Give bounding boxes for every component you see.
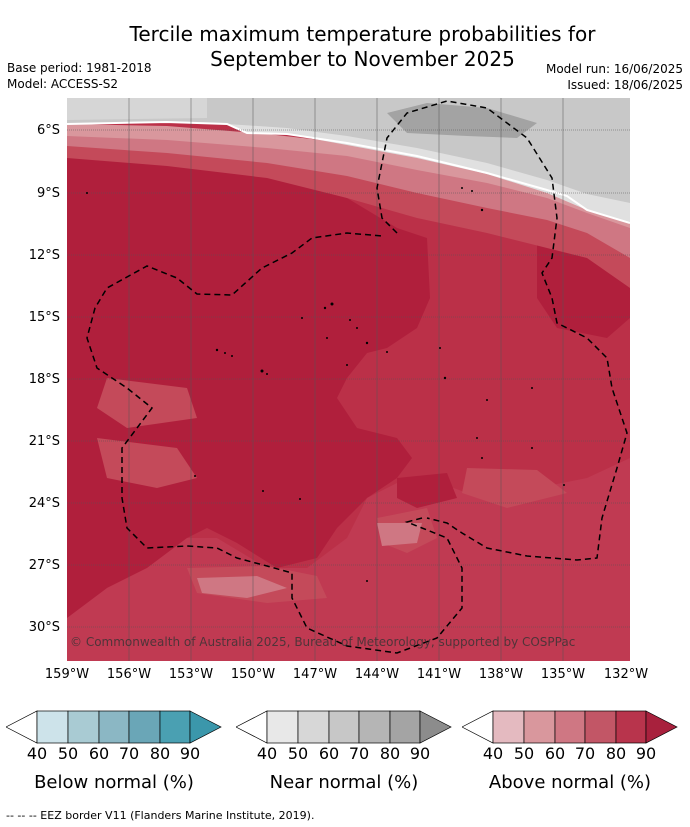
colorbar-above: 40 50 60 70 80 90 Above normal (%) (462, 710, 678, 793)
colorbar-below-ticks: 40 50 60 70 80 90 (6, 744, 222, 764)
map-copyright: © Commonwealth of Australia 2025, Bureau… (70, 635, 575, 649)
lon-label-132w: 132°W (603, 667, 649, 682)
lon-label-147w: 147°W (292, 667, 338, 682)
lat-label-15s: 15°S (28, 310, 60, 325)
tick-90: 90 (635, 744, 657, 763)
tick-70: 70 (348, 744, 370, 763)
eez-borders (86, 100, 628, 654)
tick-60: 60 (544, 744, 566, 763)
tick-90: 90 (409, 744, 431, 763)
lon-label-156w: 156°W (106, 667, 152, 682)
tick-40: 40 (256, 744, 278, 763)
lat-label-27s: 27°S (28, 558, 60, 573)
map-region-above-80-south (67, 458, 630, 661)
lon-label-153w: 153°W (168, 667, 214, 682)
map-region-above-70-e (462, 468, 567, 508)
colorbar-near-label: Near normal (%) (269, 772, 419, 793)
map-meridians (128, 98, 564, 661)
tick-50: 50 (513, 744, 535, 763)
colorbar-near-swatches (236, 710, 452, 744)
near-above-boundary (67, 120, 630, 224)
lat-label-6s: 6°S (36, 123, 60, 138)
lon-label-141w: 141°W (416, 667, 462, 682)
map-region-above-90-b (397, 473, 457, 508)
colorbar-below-swatches (6, 710, 222, 744)
tick-60: 60 (88, 744, 110, 763)
meta-right: Model run: 16/06/2025 Issued: 18/06/2025 (546, 61, 683, 93)
colorbar-above-label: Above normal (%) (488, 772, 652, 793)
colorbar-below: 40 50 60 70 80 90 Below normal (%) (6, 710, 222, 793)
lon-label-150w: 150°W (230, 667, 276, 682)
meta-left: Base period: 1981-2018 Model: ACCESS-S2 (7, 60, 152, 92)
model-run: Model run: 16/06/2025 (545, 62, 683, 76)
base-period: Base period: 1981-2018 (7, 61, 152, 75)
issued-date: Issued: 18/06/2025 (567, 78, 683, 92)
colorbar-near-ticks: 40 50 60 70 80 90 (236, 744, 452, 764)
tick-40: 40 (482, 744, 504, 763)
tick-80: 80 (605, 744, 627, 763)
lat-label-24s: 24°S (28, 496, 60, 511)
tick-70: 70 (574, 744, 596, 763)
colorbar-below-label: Below normal (%) (34, 772, 194, 793)
model-name: Model: ACCESS-S2 (7, 77, 119, 91)
lon-label-144w: 144°W (354, 667, 400, 682)
lat-label-12s: 12°S (28, 248, 60, 263)
tick-80: 80 (149, 744, 171, 763)
colorbar-above-ticks: 40 50 60 70 80 90 (462, 744, 678, 764)
tick-60: 60 (318, 744, 340, 763)
lon-label-138w: 138°W (478, 667, 524, 682)
islands (86, 187, 565, 582)
tick-50: 50 (287, 744, 309, 763)
lat-label-21s: 21°S (28, 434, 60, 449)
lat-label-9s: 9°S (36, 186, 60, 201)
lat-label-18s: 18°S (28, 372, 60, 387)
lon-label-159w: 159°W (44, 667, 90, 682)
colorbar-near: 40 50 60 70 80 90 Near normal (%) (236, 710, 452, 793)
map-region-above-90 (67, 136, 430, 618)
map-title: Tercile maximum temperature probabilitie… (0, 22, 690, 72)
tick-70: 70 (118, 744, 140, 763)
map-region-near-70 (387, 103, 537, 138)
title-line-1: Tercile maximum temperature probabilitie… (129, 22, 596, 46)
map-region-above-60-c (377, 523, 422, 546)
tick-50: 50 (57, 744, 79, 763)
tick-90: 90 (179, 744, 201, 763)
eez-footnote: -- -- -- EEZ border V11 (Flanders Marine… (6, 809, 315, 822)
map-region-near-50 (67, 98, 207, 120)
tick-80: 80 (379, 744, 401, 763)
colorbar-above-swatches (462, 710, 678, 744)
map-region-above-70-c (97, 378, 197, 428)
lon-label-135w: 135°W (540, 667, 586, 682)
probability-map: © Commonwealth of Australia 2025, Bureau… (67, 98, 630, 661)
map-region-above-60 (197, 576, 287, 598)
tick-40: 40 (26, 744, 48, 763)
title-line-2: September to November 2025 (210, 47, 515, 71)
lat-label-30s: 30°S (28, 620, 60, 635)
